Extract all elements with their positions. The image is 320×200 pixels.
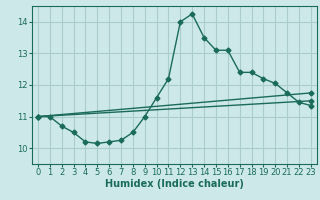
X-axis label: Humidex (Indice chaleur): Humidex (Indice chaleur): [105, 179, 244, 189]
